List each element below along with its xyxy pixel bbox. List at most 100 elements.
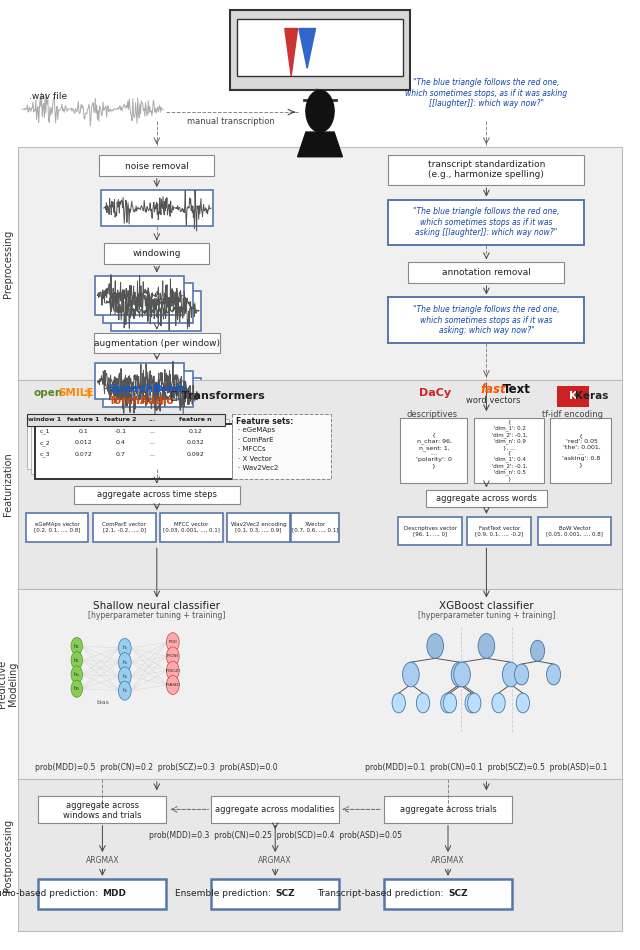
Bar [474,418,544,483]
Text: P(CN): P(CN) [166,655,179,658]
Circle shape [71,666,83,683]
Bar [384,796,512,823]
Text: hₙ: hₙ [74,672,79,677]
Bar [388,297,584,343]
Text: Descriptives vector
[96, 1, ..., 0]: Descriptives vector [96, 1, ..., 0] [404,525,456,537]
Text: Ensemble prediction:: Ensemble prediction: [175,889,274,899]
Text: P(0): P(0) [168,640,177,644]
Text: aggregate across words: aggregate across words [436,494,537,504]
Text: open: open [33,389,63,398]
Bar [95,363,184,399]
Text: feature 1: feature 1 [67,417,99,423]
Text: 0.4: 0.4 [115,440,125,446]
Bar [26,513,88,541]
Circle shape [468,694,481,712]
Bar [38,796,166,823]
Bar [426,490,547,507]
Text: c_2: c_2 [40,440,50,446]
Text: ComParE vector
[2.1, -0.2, ..., 0]: ComParE vector [2.1, -0.2, ..., 0] [102,522,146,533]
Circle shape [492,694,505,712]
Text: · Wav2Vec2: · Wav2Vec2 [238,466,278,471]
Text: window_2   feature_1   feature_2   ...   feature_n: window_2 feature_1 feature_2 ... feature… [61,420,193,426]
Text: ...: ... [149,440,156,446]
Circle shape [166,661,179,680]
Text: (e.g., harmonize spelling): (e.g., harmonize spelling) [428,170,545,180]
Bar [211,796,339,823]
Bar [291,513,339,541]
Circle shape [166,633,179,652]
Circle shape [166,647,179,666]
Text: feature n: feature n [179,417,211,423]
Text: ...: ... [149,428,156,434]
Bar [557,386,589,407]
Bar [103,283,193,323]
Circle shape [531,640,545,661]
Text: SMILE: SMILE [58,389,93,398]
Text: XGBoost classifier: XGBoost classifier [439,601,534,611]
Text: window_1   feature_1   feature_2   ...   feature_n: window_1 feature_1 feature_2 ... feature… [58,415,189,421]
Text: P(ASD): P(ASD) [165,683,180,687]
Text: descriptives: descriptives [406,409,458,419]
Bar [94,332,220,353]
Text: aggregate across time steps: aggregate across time steps [97,490,217,500]
Bar [99,155,214,176]
Text: DaCy: DaCy [419,389,451,398]
Circle shape [516,694,529,712]
Text: aggregate across: aggregate across [66,801,139,810]
Bar [384,879,512,909]
Bar [111,291,201,331]
Text: manual transcription: manual transcription [186,117,275,126]
Circle shape [502,662,519,687]
Circle shape [118,638,131,657]
Bar [550,418,611,483]
Text: P(SCZ): P(SCZ) [165,669,180,673]
Text: BoW Vector
[0.05, 0.001, ..., 0.8]: BoW Vector [0.05, 0.001, ..., 0.8] [546,525,603,537]
Bar [111,378,201,414]
Text: aggregate across trials: aggregate across trials [399,805,497,814]
Text: h₀: h₀ [74,686,79,692]
Text: "The blue triangle follows the red one,
which sometimes stops as if it was
askin: "The blue triangle follows the red one, … [413,207,559,238]
Bar [104,243,209,264]
Text: [hyperparameter tuning + training]: [hyperparameter tuning + training] [418,611,555,620]
Text: Preprocessing: Preprocessing [3,230,13,297]
Text: 🤗 Transformers: 🤗 Transformers [171,390,264,400]
Bar [388,200,584,245]
Text: 0.072: 0.072 [74,451,92,457]
Text: · ComParE: · ComParE [238,437,273,443]
Circle shape [403,662,419,687]
Text: Postprocessing: Postprocessing [3,819,13,891]
Text: augmentation (per window): augmentation (per window) [94,339,220,349]
Bar [538,517,611,545]
Bar [467,517,531,545]
Bar [398,517,462,545]
Text: 0.7: 0.7 [115,451,125,457]
Text: ...: ... [148,417,156,423]
Polygon shape [299,28,316,68]
Text: feature 2: feature 2 [104,417,136,423]
Text: [hyperparameter tuning + training]: [hyperparameter tuning + training] [88,611,225,620]
Text: XVector
[0.7, 0.6, ..., 0.1]: XVector [0.7, 0.6, ..., 0.1] [292,522,339,533]
Polygon shape [298,132,342,157]
Text: prob(MDD)=0.5  prob(CN)=0.2  prob(SCZ)=0.3  prob(ASD)=0.0: prob(MDD)=0.5 prob(CN)=0.2 prob(SCZ)=0.3… [35,763,278,772]
Text: tf-idf encoding: tf-idf encoding [542,409,604,419]
Text: prob(MDD)=0.1  prob(CN)=0.1  prob(SCZ)=0.5  prob(ASD)=0.1: prob(MDD)=0.1 prob(CN)=0.1 prob(SCZ)=0.5… [365,763,607,772]
Text: windowing: windowing [132,249,181,258]
Bar [211,879,339,909]
Text: c_1: c_1 [40,428,50,434]
Bar [18,380,622,589]
Text: · MFCCs: · MFCCs [238,446,266,452]
Circle shape [118,681,131,700]
Bar [408,262,564,283]
Text: 0.012: 0.012 [74,440,92,446]
Text: windows and trials: windows and trials [63,810,141,820]
Bar [95,276,184,315]
Circle shape [547,664,561,685]
Circle shape [118,653,131,672]
Bar [237,19,403,76]
Circle shape [515,664,529,685]
Text: FastText vector
[0.9, 0.1, ..., -0.2]: FastText vector [0.9, 0.1, ..., -0.2] [475,525,524,537]
Bar [230,10,410,90]
Bar [74,486,240,504]
Bar [400,418,467,483]
Circle shape [465,694,478,712]
